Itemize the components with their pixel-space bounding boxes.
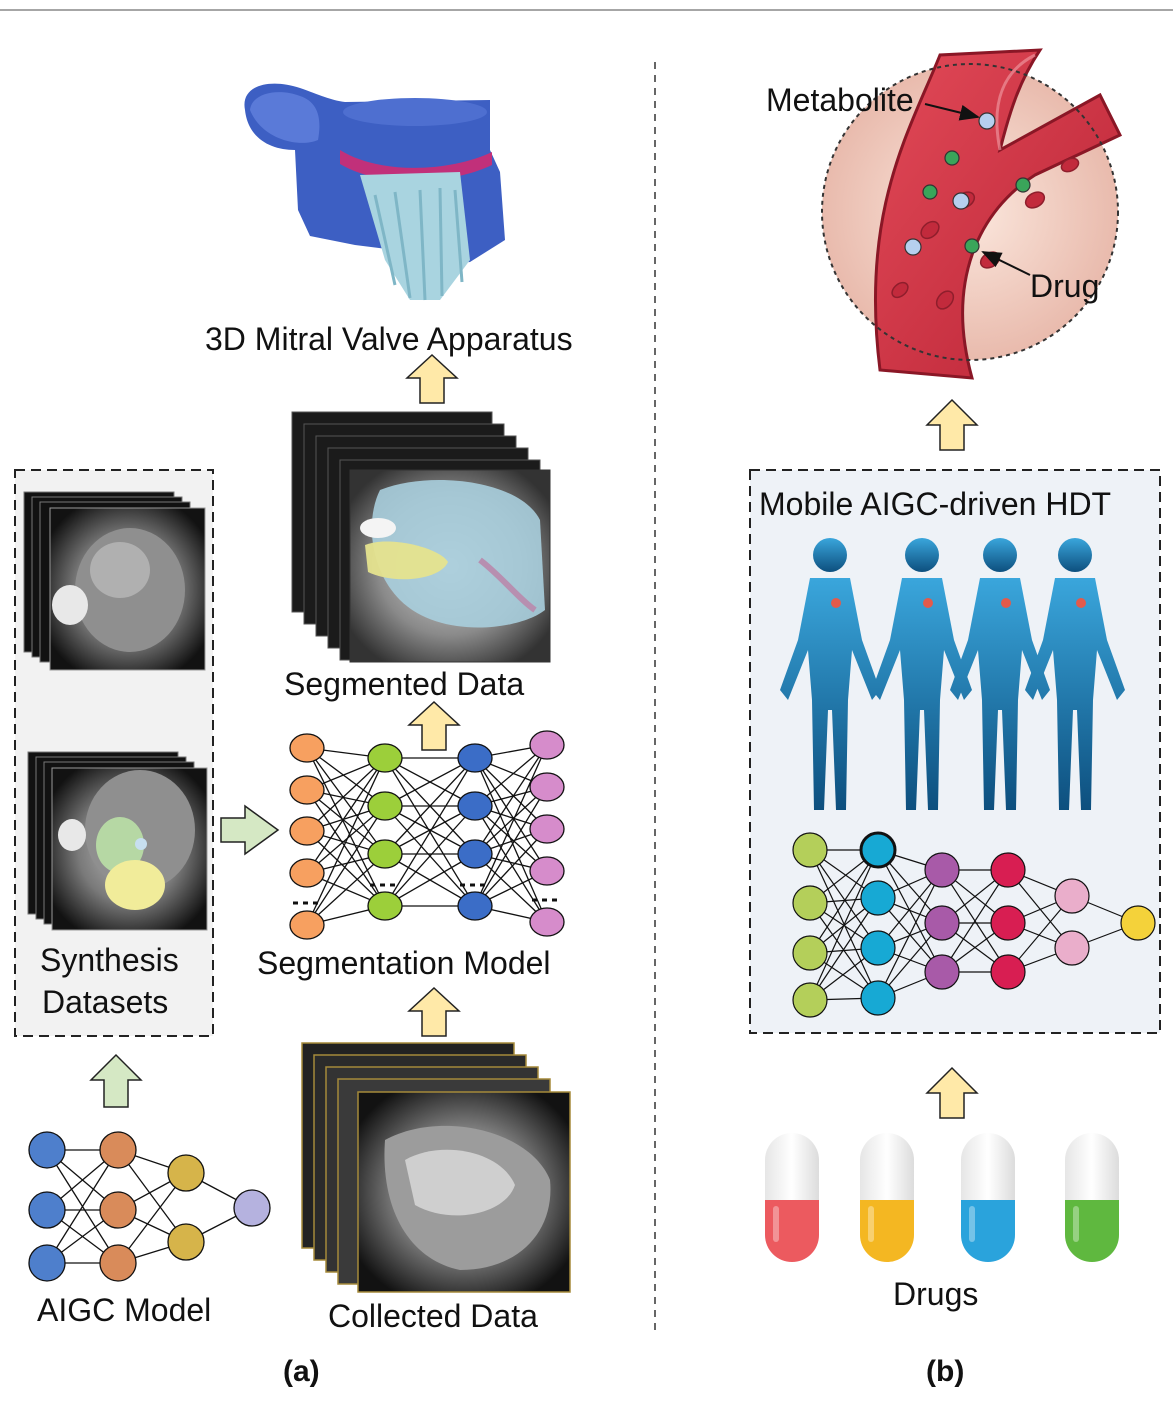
drugs-label: Drugs [893,1276,979,1312]
aigc-network [28,1131,271,1282]
green-pill-icon [1065,1133,1119,1262]
aigc-model-label: AIGC Model [37,1292,212,1328]
human-body-4 [1025,538,1125,810]
yellow-arrow-up-icon [407,986,461,1037]
segmentation-network [289,730,565,940]
yellow-arrow-up-icon [407,700,461,751]
panel-b-caption: (b) [926,1355,965,1388]
mitral-valve-label: 3D Mitral Valve Apparatus [205,321,573,357]
yellow-arrow-up-icon [925,398,979,451]
mitral-valve-3d-image [244,83,505,301]
human-body-3 [950,538,1050,810]
collected-data-label: Collected Data [328,1298,538,1334]
segmented-data-label: Segmented Data [284,666,525,702]
human-bodies [780,538,1125,810]
drug-pills [765,1133,1119,1262]
synthesis-label-line2: Datasets [42,984,169,1020]
synthesis-image-stack-bottom [27,751,208,931]
vessel-zoom-circle [821,48,1123,380]
yellow-arrow-up-icon [405,353,459,404]
human-body-2 [872,538,972,810]
green-arrow-right-icon [220,804,280,856]
synthesis-image-stack-top [23,491,206,671]
yellow-arrow-up-icon [925,1066,979,1119]
panel-a-caption: (a) [283,1355,320,1388]
metabolite-label: Metabolite [766,82,914,118]
green-arrow-up-icon [89,1053,143,1108]
red-pill-icon [765,1133,819,1262]
segmentation-model-label: Segmentation Model [257,945,551,981]
drug-label: Drug [1030,268,1100,304]
synthesis-label-line1: Synthesis [40,942,179,978]
hdt-label: Mobile AIGC-driven HDT [759,486,1112,522]
human-body-1 [780,538,880,810]
collected-data-stack [301,1042,571,1293]
hdt-network [792,831,1156,1018]
yellow-pill-icon [860,1133,914,1262]
blue-pill-icon [961,1133,1015,1262]
segmented-data-stack [291,411,551,663]
